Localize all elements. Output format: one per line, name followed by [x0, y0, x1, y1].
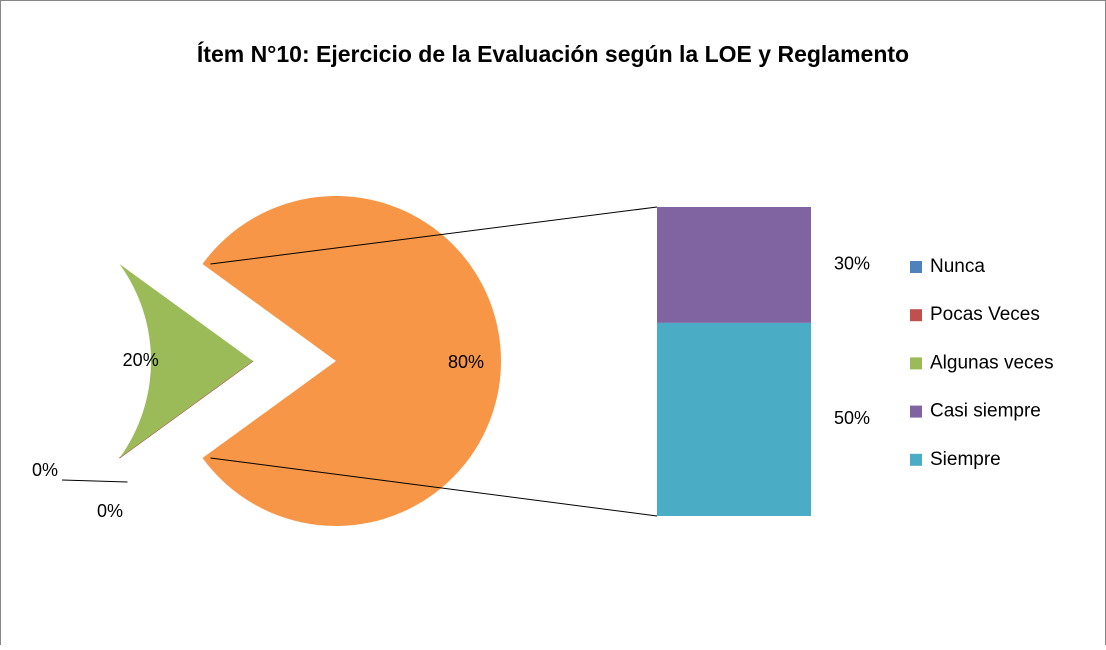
legend-swatch — [910, 405, 922, 418]
legend-label: Pocas Veces — [930, 304, 1040, 325]
legend-label: Nunca — [930, 256, 985, 277]
bar-segment — [657, 207, 811, 323]
data-label: 30% — [834, 254, 870, 274]
legend-swatch — [910, 357, 922, 370]
legend-swatch — [910, 261, 922, 273]
pie-slice — [202, 195, 501, 526]
legend-swatch — [910, 309, 922, 322]
bar-segment — [657, 322, 811, 516]
legend-label: Algunas veces — [930, 352, 1054, 373]
connector-line — [210, 457, 658, 517]
connector-line — [210, 206, 658, 265]
data-label: 0% — [32, 460, 58, 480]
data-label: 50% — [834, 408, 870, 428]
legend-label: Siempre — [930, 449, 1001, 470]
data-label: 0% — [97, 501, 123, 521]
legend-label: Casi siempre — [930, 401, 1041, 422]
legend-swatch — [910, 453, 922, 466]
leader-line — [61, 479, 128, 483]
data-label: 20% — [123, 350, 159, 370]
pie-slice — [119, 264, 253, 458]
chart-title: Ítem N°10: Ejercicio de la Evaluación se… — [197, 40, 909, 67]
data-label: 80% — [448, 352, 484, 372]
